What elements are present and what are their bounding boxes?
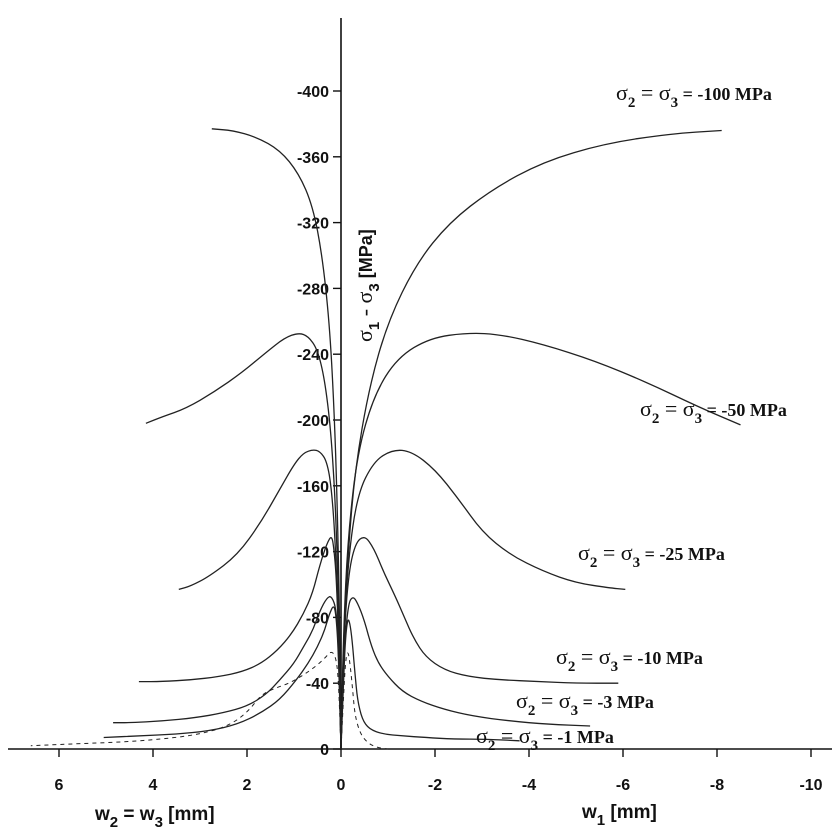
series-label: σ2 = σ3 = -25 MPa (578, 540, 725, 571)
y-axis-title: σ1 - σ3 [MPa] (352, 229, 383, 342)
series-label: σ2 = σ3 = -50 MPa (640, 396, 787, 427)
series-line-right (340, 619, 520, 750)
series-line-right (340, 652, 389, 750)
x-axis-left-title: w2 = w3 [mm] (94, 804, 215, 831)
x-tick-label: -10 (799, 777, 822, 794)
series-line-left (211, 128, 342, 750)
x-tick-label: 4 (149, 777, 158, 794)
y-tick-label: -240 (297, 347, 329, 364)
series-line-left (113, 596, 342, 750)
series-label: σ2 = σ3 = -100 MPa (616, 80, 772, 111)
series-label: σ2 = σ3 = -10 MPa (556, 644, 703, 675)
x-tick-label: -4 (522, 777, 536, 794)
y-tick-label: -320 (297, 216, 329, 233)
series-line-right (340, 597, 591, 750)
y-tick-label: 0 (320, 742, 329, 759)
x-axis-right-title: w1 [mm] (581, 802, 657, 829)
y-tick-label: -360 (297, 150, 329, 167)
series-line-right (340, 537, 619, 750)
y-tick-label: -280 (297, 281, 329, 298)
y-tick-label: -200 (297, 413, 329, 430)
y-tick-label: -400 (297, 84, 329, 101)
x-tick-label: 0 (337, 777, 346, 794)
series-line-left (145, 333, 342, 750)
series-line-left (30, 651, 342, 750)
x-tick-label: -6 (616, 777, 630, 794)
series-label: σ2 = σ3 = -1 MPa (476, 723, 614, 754)
y-tick-label: -160 (297, 479, 329, 496)
x-tick-label: -2 (428, 777, 442, 794)
x-tick-label: 6 (55, 777, 64, 794)
y-tick-label: -120 (297, 545, 329, 562)
series-line-left (103, 606, 342, 750)
series-line-right (340, 332, 741, 750)
series-line-right (340, 449, 626, 750)
series-line-left (138, 537, 342, 750)
x-tick-label: 2 (243, 777, 252, 794)
x-tick-label: -8 (710, 777, 724, 794)
y-tick-label: -40 (306, 676, 329, 693)
series-label: σ2 = σ3 = -3 MPa (516, 688, 654, 719)
